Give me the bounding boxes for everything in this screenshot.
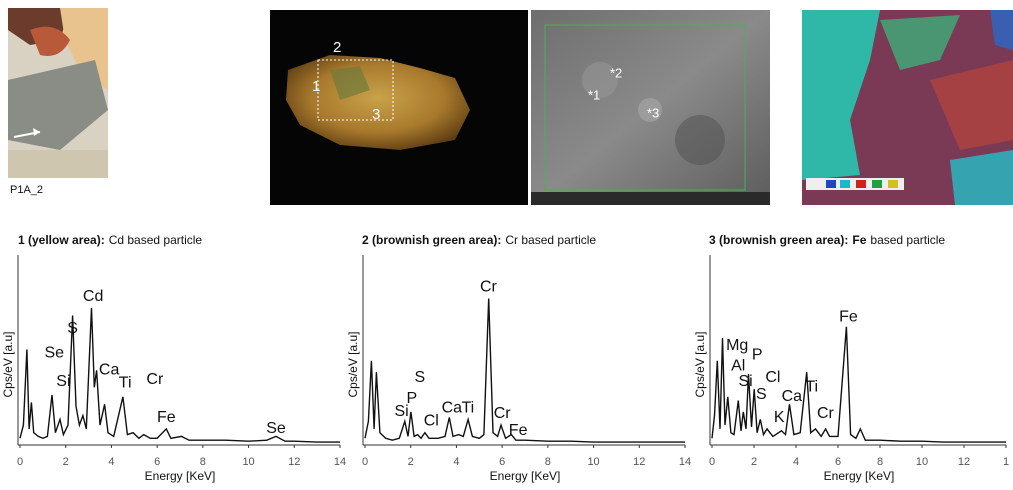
peak-label: Ti [119, 375, 132, 392]
painting-photo [8, 8, 108, 178]
x-tick-label: 8 [545, 456, 551, 468]
x-tick-label: 4 [108, 456, 114, 468]
peak-label: Cr [817, 405, 835, 422]
title-part: 3 (brownish green area): [709, 233, 848, 247]
peak-label: Si [394, 403, 408, 420]
x-axis-label: Energy [KeV] [145, 469, 216, 483]
title-part: based particle [870, 233, 945, 247]
peak-label: Fe [157, 409, 176, 426]
x-tick-label: 0 [17, 456, 23, 468]
optical-label: 2 [333, 39, 341, 56]
y-axis-label: Cps/eV [a.u] [693, 331, 707, 397]
peak-label: Ti [461, 399, 474, 416]
x-tick-label: 8 [200, 456, 206, 468]
chart-title: 1 (yellow area): Cd based particle [18, 233, 202, 247]
peak-label: Cr [480, 278, 498, 295]
x-tick-label: 12 [288, 456, 300, 468]
peak-label: Si [56, 373, 70, 390]
peak-label: Ca [442, 399, 463, 416]
peak-label: Cr [494, 405, 512, 422]
peak-label: S [756, 386, 767, 403]
peak-label: Se [266, 420, 286, 437]
title-part: Cd based particle [109, 233, 203, 247]
sem-label: *1 [588, 87, 600, 102]
x-tick-label: 14 [679, 456, 691, 468]
x-axis-label: Energy [KeV] [824, 469, 895, 483]
peak-label: Fe [509, 422, 528, 439]
optical-photo [270, 10, 528, 205]
x-tick-label: 12 [958, 456, 970, 468]
peak-label: Ca [99, 362, 120, 379]
spectrum-line [712, 327, 1006, 442]
chart-title: 3 (brownish green area): Fe based particle [709, 233, 945, 247]
peak-label: Cl [424, 413, 439, 430]
peak-label: Cr [146, 371, 164, 388]
title-part: 2 (brownish green area): [362, 233, 501, 247]
peak-label: Ti [805, 379, 818, 396]
title-part: Fe [852, 233, 866, 247]
y-axis-label: Cps/eV [a.u] [346, 331, 360, 397]
x-tick-label: 4 [453, 456, 459, 468]
peak-label: Fe [839, 309, 858, 326]
x-axis-label: Energy [KeV] [490, 469, 561, 483]
peak-label: Mg [726, 337, 748, 354]
element-map [802, 10, 1013, 205]
x-tick-label: 4 [793, 456, 799, 468]
peak-label: Se [44, 344, 64, 361]
chart-title: 2 (brownish green area): Cr based particl… [362, 233, 596, 247]
x-tick-label: 10 [242, 456, 254, 468]
x-tick-label: 6 [154, 456, 160, 468]
y-axis-label: Cps/eV [a.u] [1, 331, 15, 397]
x-tick-label: 10 [587, 456, 599, 468]
x-tick-label: 0 [362, 456, 368, 468]
x-tick-label: 8 [877, 456, 883, 468]
peak-label: Cl [765, 369, 780, 386]
x-tick-label: 6 [499, 456, 505, 468]
peak-label: S [67, 320, 78, 337]
x-tick-label: 14 [334, 456, 346, 468]
peak-label: S [415, 369, 426, 386]
title-part: 1 (yellow area): [18, 233, 105, 247]
x-tick-label: 0 [709, 456, 715, 468]
spectrum-line [365, 299, 685, 443]
x-tick-label: 12 [633, 456, 645, 468]
x-tick-label: 1 [1003, 456, 1009, 468]
title-part: Cr based particle [505, 233, 596, 247]
optical-label: 1 [312, 78, 320, 95]
peak-label: Ca [782, 388, 803, 405]
painting-label: P1A_2 [10, 184, 43, 196]
figure: P1A_2 1 2 3 *1 *2 *3 1 (yellow area): Cd … [0, 0, 1013, 485]
sem-label: *2 [610, 65, 622, 80]
peak-label: K [774, 409, 785, 426]
x-tick-label: 2 [63, 456, 69, 468]
x-tick-label: 6 [835, 456, 841, 468]
sem-label: *3 [647, 105, 659, 120]
x-tick-label: 2 [751, 456, 757, 468]
x-tick-label: 10 [916, 456, 928, 468]
optical-label: 3 [372, 106, 380, 123]
peak-label: Si [738, 373, 752, 390]
x-tick-label: 2 [408, 456, 414, 468]
peak-label: P [752, 346, 763, 363]
peak-label: Cd [83, 288, 103, 305]
